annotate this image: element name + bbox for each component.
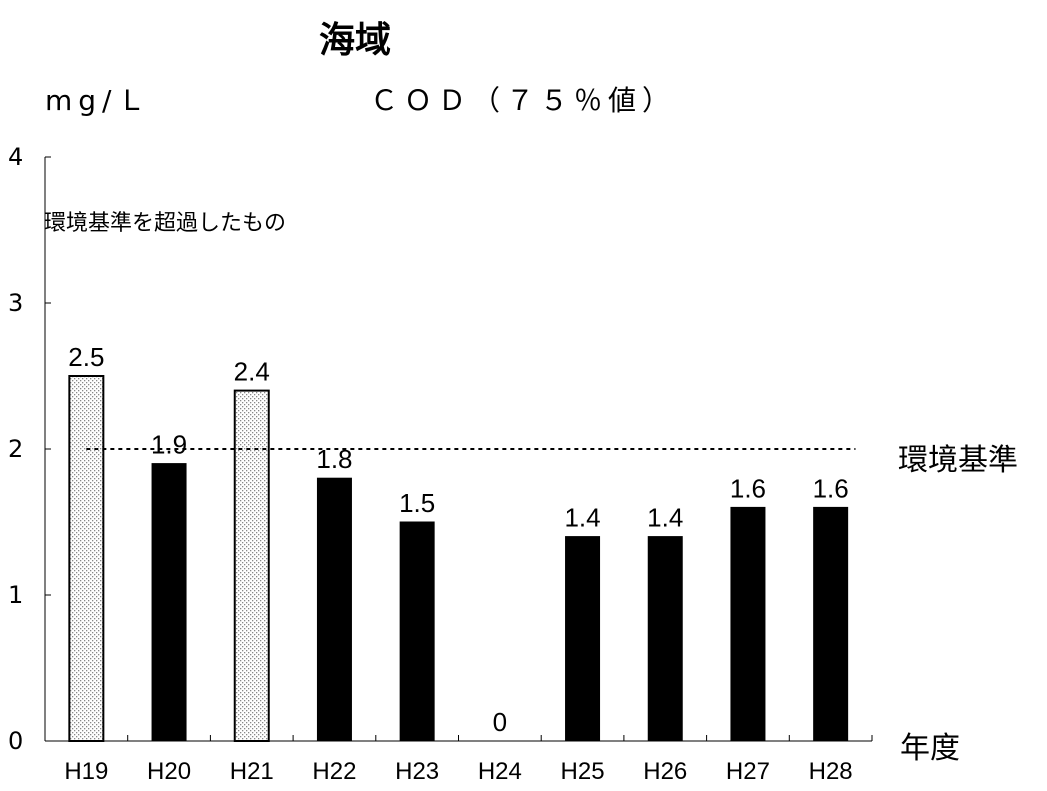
value-label-H21: 2.4 bbox=[234, 357, 270, 387]
category-label-H28: H28 bbox=[809, 758, 853, 785]
y-tick-label: 4 bbox=[8, 143, 23, 171]
y-tick-label: 3 bbox=[8, 289, 23, 317]
value-label-H24: 0 bbox=[493, 707, 507, 737]
category-label-H22: H22 bbox=[312, 758, 356, 785]
value-label-H27: 1.6 bbox=[730, 473, 766, 503]
value-label-H19: 2.5 bbox=[68, 342, 104, 372]
exceed-note: 環境基準を超過したもの bbox=[44, 211, 286, 236]
y-tick-label: 0 bbox=[8, 727, 23, 755]
category-label-H25: H25 bbox=[561, 758, 605, 785]
y-axis-unit-label: mg/Ｌ bbox=[45, 84, 151, 117]
x-axis-label: 年度 bbox=[900, 731, 960, 766]
category-label-H21: H21 bbox=[230, 758, 274, 785]
standard-label: 環境基準 bbox=[898, 443, 1018, 478]
value-label-H28: 1.6 bbox=[813, 473, 849, 503]
chart-subtitle: ＣＯＤ（７５％値） bbox=[370, 84, 676, 117]
category-label-H19: H19 bbox=[64, 758, 108, 785]
bar-H22 bbox=[316, 477, 352, 742]
y-tick-label: 1 bbox=[8, 581, 23, 609]
bar-H20 bbox=[151, 463, 187, 742]
value-label-H26: 1.4 bbox=[647, 503, 683, 533]
bar-H28 bbox=[813, 506, 849, 742]
bar-H27 bbox=[730, 506, 766, 742]
category-label-H27: H27 bbox=[726, 758, 770, 785]
chart-title: 海域 bbox=[319, 20, 391, 61]
bar-H26 bbox=[647, 536, 683, 742]
y-tick-label: 2 bbox=[8, 435, 23, 463]
bar-H23 bbox=[399, 521, 435, 742]
value-label-H20: 1.9 bbox=[151, 430, 187, 460]
category-label-H24: H24 bbox=[478, 758, 522, 785]
category-label-H20: H20 bbox=[147, 758, 191, 785]
value-label-H25: 1.4 bbox=[564, 503, 600, 533]
category-label-H26: H26 bbox=[643, 758, 687, 785]
category-label-H23: H23 bbox=[395, 758, 439, 785]
bar-exceeded-H21 bbox=[233, 389, 270, 742]
bar-exceeded-H19 bbox=[68, 375, 105, 742]
bar-H25 bbox=[565, 536, 601, 742]
value-label-H23: 1.5 bbox=[399, 488, 435, 518]
